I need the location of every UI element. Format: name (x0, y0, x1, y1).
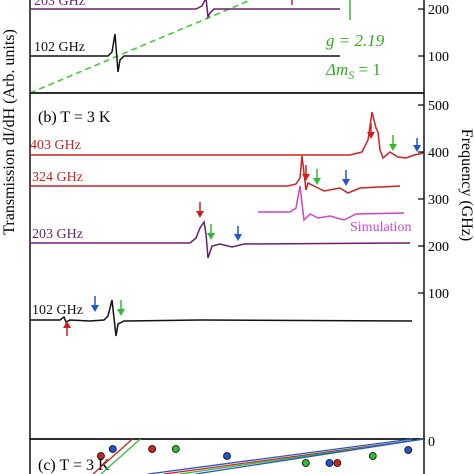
arrow-blue-324 (342, 170, 350, 186)
arrow-red-102 (63, 321, 71, 336)
fit-line-1 (100, 438, 141, 474)
point-s2-0 (108, 445, 117, 453)
ylabel-right: Frequency (GHz) (458, 129, 474, 241)
fit-line-0 (92, 438, 133, 474)
arrow-red-403 (367, 123, 375, 139)
panel-a: 203 GHz 102 GHz g = 2.19 ΔmS = 1 200 100 (29, 0, 449, 94)
arrow-green-102 (117, 300, 125, 316)
arrow-red-203 (196, 202, 204, 218)
panel-a-label-102: 102 GHz (34, 40, 85, 55)
arrow-green-203 (207, 224, 215, 240)
panel-b-label-324: 324 GHz (32, 170, 83, 185)
arrow-green-324 (313, 169, 321, 185)
panel-b-simulation (258, 185, 405, 222)
point-s1-0 (171, 445, 180, 453)
point-s2-2 (325, 459, 334, 467)
ylabel-left: Transmission dI/dH (Arb. units) (1, 29, 18, 235)
arrow-blue-102 (91, 296, 99, 312)
panel-b-arrows (63, 123, 421, 336)
panel-b: (b) T = 3 K 403 GHz 324 GHz Simulation 2… (29, 92, 449, 450)
arrow-red-324 (302, 165, 310, 181)
arrow-green-403 (389, 135, 397, 151)
arrow-blue-403 (413, 138, 421, 152)
point-s0-1 (97, 452, 105, 460)
panel-b-spectrum-203 (30, 220, 411, 259)
panel-b-right-ticks: 500 400 300 200 100 0 (418, 99, 449, 450)
dm-number: = 1 (354, 60, 381, 79)
panel-a-spectrum-102 (30, 33, 340, 73)
panel-a-right-ticks: 200 100 (418, 3, 449, 65)
panel-b-label-203: 203 GHz (32, 227, 83, 242)
panel-b-spectrum-102 (30, 299, 413, 337)
tick-label-b-0: 0 (428, 435, 435, 450)
panel-b-label-simulation: Simulation (350, 220, 411, 235)
fit-line-5 (195, 438, 425, 474)
tick-label-b-200: 200 (428, 240, 449, 255)
tick-label-b-300: 300 (428, 193, 449, 208)
point-s1-2 (301, 459, 310, 467)
panel-b-spectrum-403 (30, 111, 425, 160)
fit-line-2 (148, 438, 413, 474)
point-s1-1 (368, 452, 377, 460)
panel-b-label-403: 403 GHz (30, 138, 81, 153)
panel-c: (c) T = 3 K (29, 438, 425, 474)
point-s2-3 (404, 446, 413, 454)
tick-label-b-400: 400 (428, 146, 449, 161)
panel-b-label-102: 102 GHz (32, 303, 83, 318)
panel-b-spectrum-324 (30, 155, 401, 194)
point-s0-0 (148, 445, 157, 453)
tick-label-a-100: 100 (428, 50, 449, 65)
tick-label-b-100: 100 (428, 287, 449, 302)
panel-a-label-203: 203 GHz (34, 0, 85, 9)
point-s2-1 (223, 452, 231, 460)
arrow-blue-203 (234, 226, 242, 241)
panel-a-spectrum-203 (30, 0, 340, 20)
dm-subscript: S (348, 68, 354, 82)
panel-a-fit-line (29, 0, 253, 94)
point-s0-2 (333, 459, 342, 467)
panel-a-dm-value: ΔmS = 1 (325, 60, 381, 82)
tick-label-a-200: 200 (428, 3, 449, 18)
dm-symbol: Δm (325, 60, 348, 79)
panel-a-g-value: g = 2.19 (326, 31, 385, 50)
panel-c-title: (c) T = 3 K (38, 457, 110, 474)
panel-b-title: (b) T = 3 K (38, 109, 111, 126)
panel-c-frame (29, 438, 425, 474)
tick-label-b-500: 500 (428, 99, 449, 114)
